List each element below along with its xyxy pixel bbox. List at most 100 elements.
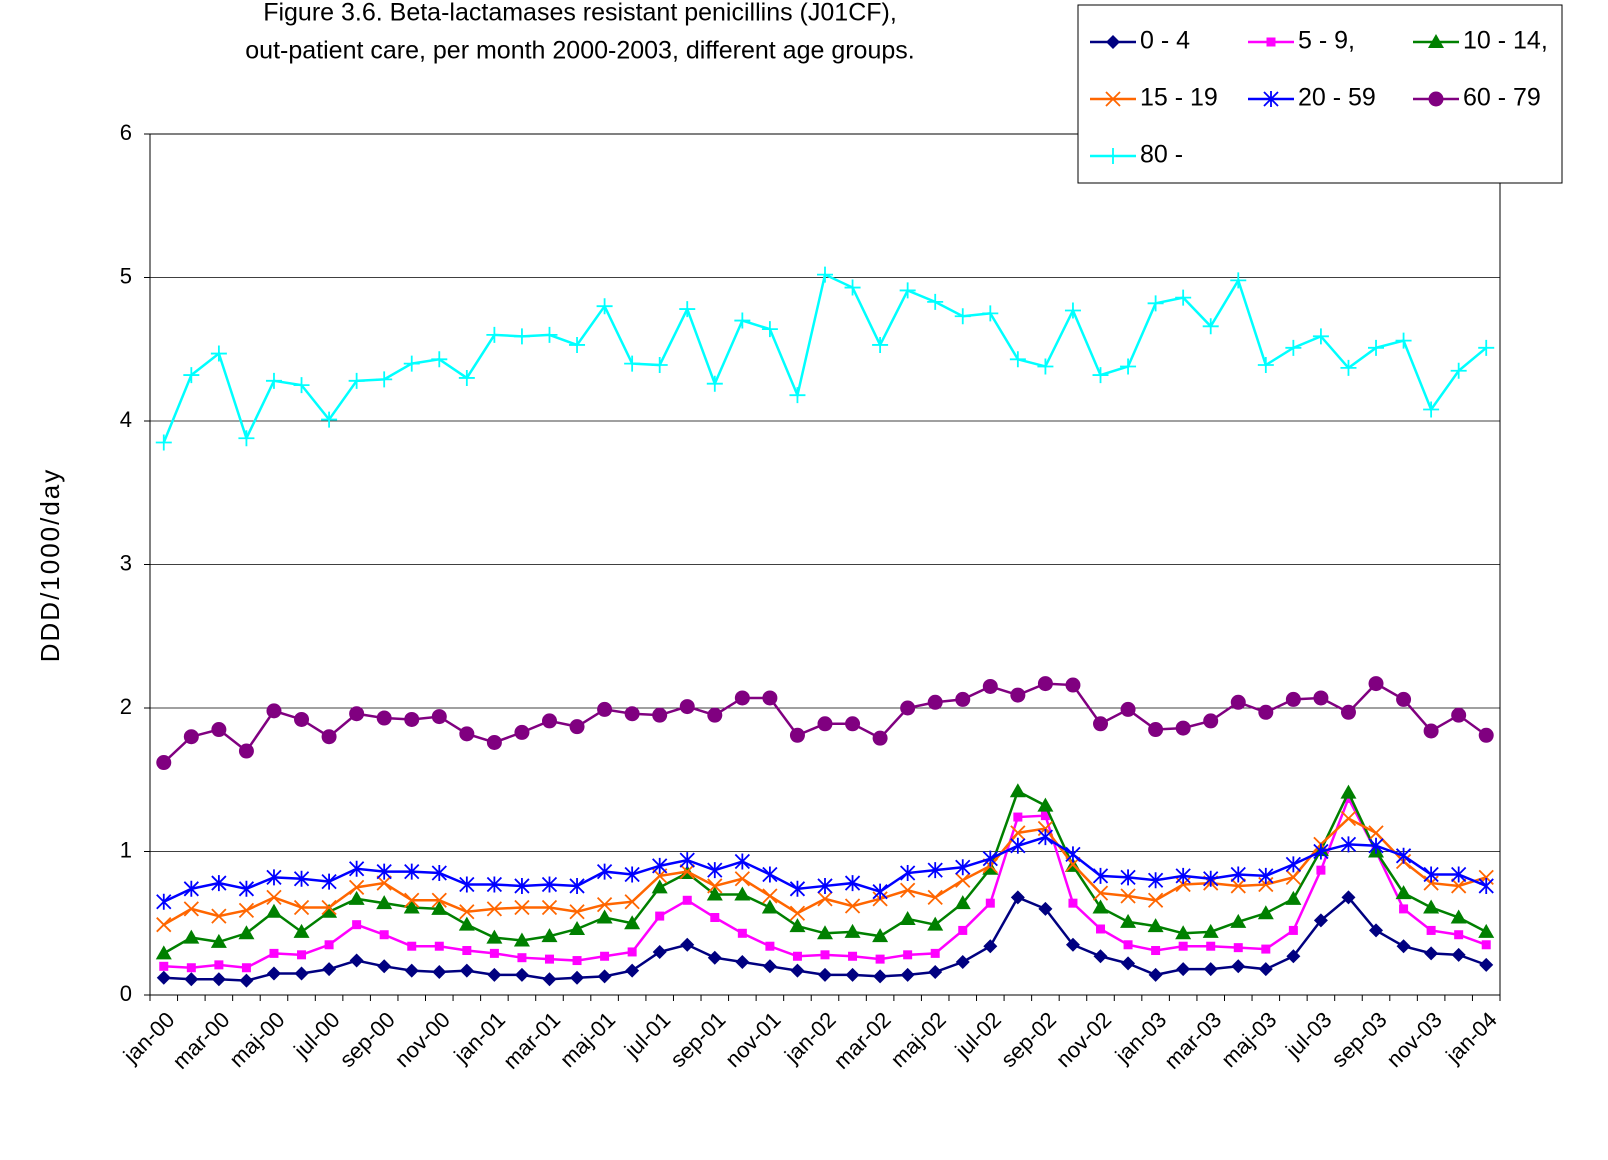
marker (1010, 825, 1026, 841)
x-tick-label: mar-02 (829, 1007, 896, 1074)
marker (761, 899, 778, 914)
marker (321, 411, 338, 428)
marker (1368, 676, 1384, 692)
marker (789, 727, 805, 743)
marker (404, 863, 420, 880)
marker (265, 372, 282, 389)
marker (541, 928, 558, 943)
marker (982, 305, 999, 322)
marker (1312, 328, 1329, 345)
marker (404, 963, 419, 978)
marker (403, 899, 420, 914)
marker (297, 950, 307, 960)
marker (459, 904, 475, 920)
marker (1285, 890, 1302, 905)
marker (597, 701, 613, 717)
marker (679, 852, 695, 869)
y-tick-label: 5 (120, 263, 132, 288)
marker (1423, 401, 1440, 418)
marker (761, 321, 778, 338)
marker (1037, 676, 1053, 692)
x-tick-label: nov-00 (390, 1007, 455, 1072)
marker (155, 945, 172, 960)
marker (927, 862, 943, 879)
marker (1040, 811, 1050, 821)
marker (1065, 677, 1081, 693)
marker (1368, 837, 1384, 854)
marker (183, 367, 200, 384)
marker (899, 910, 916, 925)
marker (818, 967, 832, 982)
marker (431, 892, 447, 908)
marker (431, 351, 448, 368)
marker (762, 690, 778, 706)
legend-label: 0 - 4 (1140, 27, 1190, 55)
marker (1316, 865, 1326, 875)
marker (1478, 339, 1495, 356)
marker (982, 860, 999, 875)
marker (376, 863, 392, 880)
marker (1093, 716, 1109, 732)
marker (1481, 940, 1491, 950)
marker (624, 894, 640, 910)
marker (762, 866, 778, 883)
marker (1065, 937, 1080, 952)
marker (652, 857, 668, 874)
marker (541, 899, 558, 916)
marker (1286, 949, 1301, 964)
marker (159, 961, 169, 971)
marker (1178, 941, 1188, 951)
marker (1258, 867, 1274, 884)
marker (624, 706, 640, 722)
marker (238, 430, 255, 447)
marker (376, 895, 393, 910)
marker (1285, 339, 1302, 356)
marker (1285, 869, 1302, 885)
marker (348, 860, 365, 877)
marker (1147, 295, 1164, 312)
marker (293, 899, 310, 916)
marker (792, 951, 802, 961)
marker (734, 312, 751, 329)
marker (349, 953, 364, 968)
marker (1313, 690, 1329, 706)
marker (486, 901, 503, 917)
marker (1285, 856, 1302, 873)
marker (1202, 923, 1219, 938)
x-tick-label: sep-00 (335, 1007, 400, 1072)
marker (379, 930, 389, 940)
marker (1428, 34, 1444, 48)
marker (156, 917, 172, 933)
marker (844, 898, 861, 914)
marker (872, 928, 889, 943)
marker (1288, 925, 1298, 935)
marker (569, 719, 585, 735)
marker (1341, 890, 1356, 905)
marker (1148, 967, 1163, 982)
marker (1257, 357, 1274, 374)
marker (1230, 272, 1247, 289)
marker (569, 904, 585, 920)
y-tick-label: 0 (120, 981, 132, 1006)
marker (1120, 358, 1137, 375)
marker (1340, 704, 1356, 720)
marker (982, 678, 998, 694)
marker (238, 902, 255, 918)
x-tick-label: maj-00 (224, 1007, 289, 1072)
marker (458, 916, 475, 931)
marker (817, 716, 833, 732)
marker (900, 865, 916, 882)
marker (1478, 923, 1495, 938)
marker (293, 870, 310, 887)
marker (707, 950, 722, 965)
marker (1369, 923, 1384, 938)
marker (1454, 930, 1464, 940)
marker (210, 345, 227, 362)
marker (955, 872, 971, 888)
marker (1261, 944, 1271, 954)
marker (706, 375, 723, 392)
marker (625, 963, 640, 978)
marker (186, 963, 196, 973)
marker (569, 920, 586, 935)
